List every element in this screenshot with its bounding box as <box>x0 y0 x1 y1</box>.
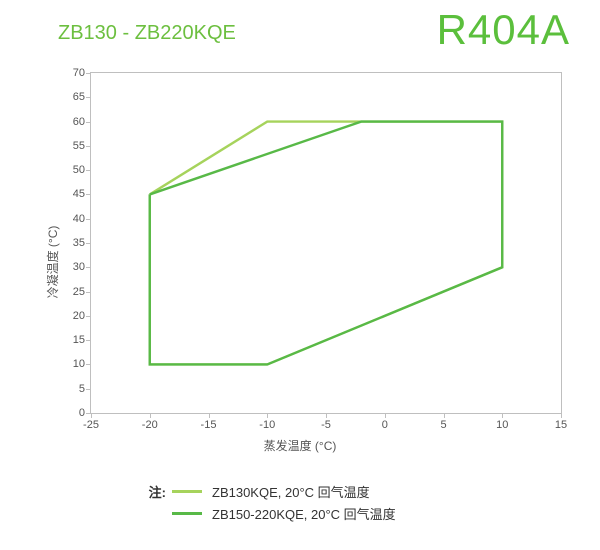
plot-area: 0510152025303540455055606570-25-20-15-10… <box>90 72 562 414</box>
legend-swatch <box>172 512 202 515</box>
series-line <box>150 122 503 365</box>
envelope-chart: 冷凝温度 (°C) 0510152025303540455055606570-2… <box>0 62 600 462</box>
legend-row: ZB150-220KQE, 20°C 回气温度 <box>130 502 570 524</box>
model-range-title: ZB130 - ZB220KQE <box>58 22 236 45</box>
legend-swatch <box>172 490 202 493</box>
legend-item-label: ZB130KQE, 20°C 回气温度 <box>212 482 370 501</box>
series-line <box>150 122 503 365</box>
chart-header: ZB130 - ZB220KQE R404A <box>0 6 600 62</box>
legend: 注: ZB130KQE, 20°C 回气温度 ZB150-220KQE, 20°… <box>130 480 570 524</box>
series-lines <box>91 73 561 413</box>
legend-row: 注: ZB130KQE, 20°C 回气温度 <box>130 480 570 502</box>
x-axis-label: 蒸发温度 (°C) <box>264 437 337 454</box>
refrigerant-title: R404A <box>437 6 570 54</box>
legend-note-label: 注: <box>130 482 172 501</box>
legend-item-label: ZB150-220KQE, 20°C 回气温度 <box>212 504 396 523</box>
